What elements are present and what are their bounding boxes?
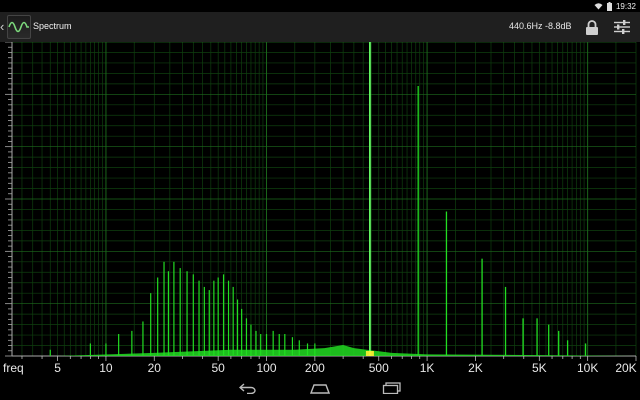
cursor-readout: 440.6Hz -8.8dB bbox=[509, 21, 572, 31]
status-time: 19:32 bbox=[615, 1, 636, 11]
x-tick-label: 5K bbox=[531, 361, 547, 375]
x-axis-name: freq bbox=[3, 361, 24, 375]
home-button[interactable] bbox=[305, 378, 335, 398]
x-tick-label: 2K bbox=[468, 361, 483, 375]
x-tick-label: 500 bbox=[368, 361, 389, 375]
wifi-icon bbox=[594, 3, 603, 10]
x-tick-label: 1K bbox=[419, 361, 435, 375]
sliders-icon bbox=[614, 20, 630, 34]
cursor-marker bbox=[365, 351, 374, 356]
x-tick-label: 5 bbox=[54, 361, 61, 375]
nav-bar bbox=[0, 376, 640, 400]
lock-button[interactable] bbox=[583, 18, 601, 36]
x-axis: freq 5 10 20 50 100 200 500 1K 2K 5K 10K 20K bbox=[0, 361, 640, 376]
battery-icon bbox=[606, 1, 612, 11]
x-tick-label: 10 bbox=[99, 361, 113, 375]
back-icon bbox=[239, 383, 256, 394]
x-tick-label: 50 bbox=[211, 361, 225, 375]
x-tick-label: 20K bbox=[615, 361, 637, 375]
status-bar: 19:32 bbox=[0, 0, 640, 12]
x-tick-label: 10K bbox=[576, 361, 599, 375]
spectrum-plot[interactable] bbox=[0, 41, 640, 361]
x-tick-label: 100 bbox=[256, 361, 277, 375]
home-icon bbox=[310, 384, 330, 394]
up-caret-icon[interactable]: ‹ bbox=[0, 19, 5, 34]
status-icons: 19:32 bbox=[594, 0, 636, 12]
back-button[interactable] bbox=[233, 378, 263, 398]
recents-icon bbox=[382, 382, 401, 394]
app-title: Spectrum bbox=[33, 21, 72, 31]
x-tick-label: 20 bbox=[147, 361, 161, 375]
lock-icon bbox=[586, 19, 598, 35]
action-bar: ‹ Spectrum 440.6Hz -8.8dB bbox=[0, 12, 640, 42]
x-tick-label: 200 bbox=[304, 361, 325, 375]
spectrum-chart[interactable] bbox=[0, 41, 640, 361]
recents-button[interactable] bbox=[377, 378, 407, 398]
app-waveform-icon[interactable] bbox=[7, 15, 31, 39]
settings-button[interactable] bbox=[612, 18, 632, 36]
